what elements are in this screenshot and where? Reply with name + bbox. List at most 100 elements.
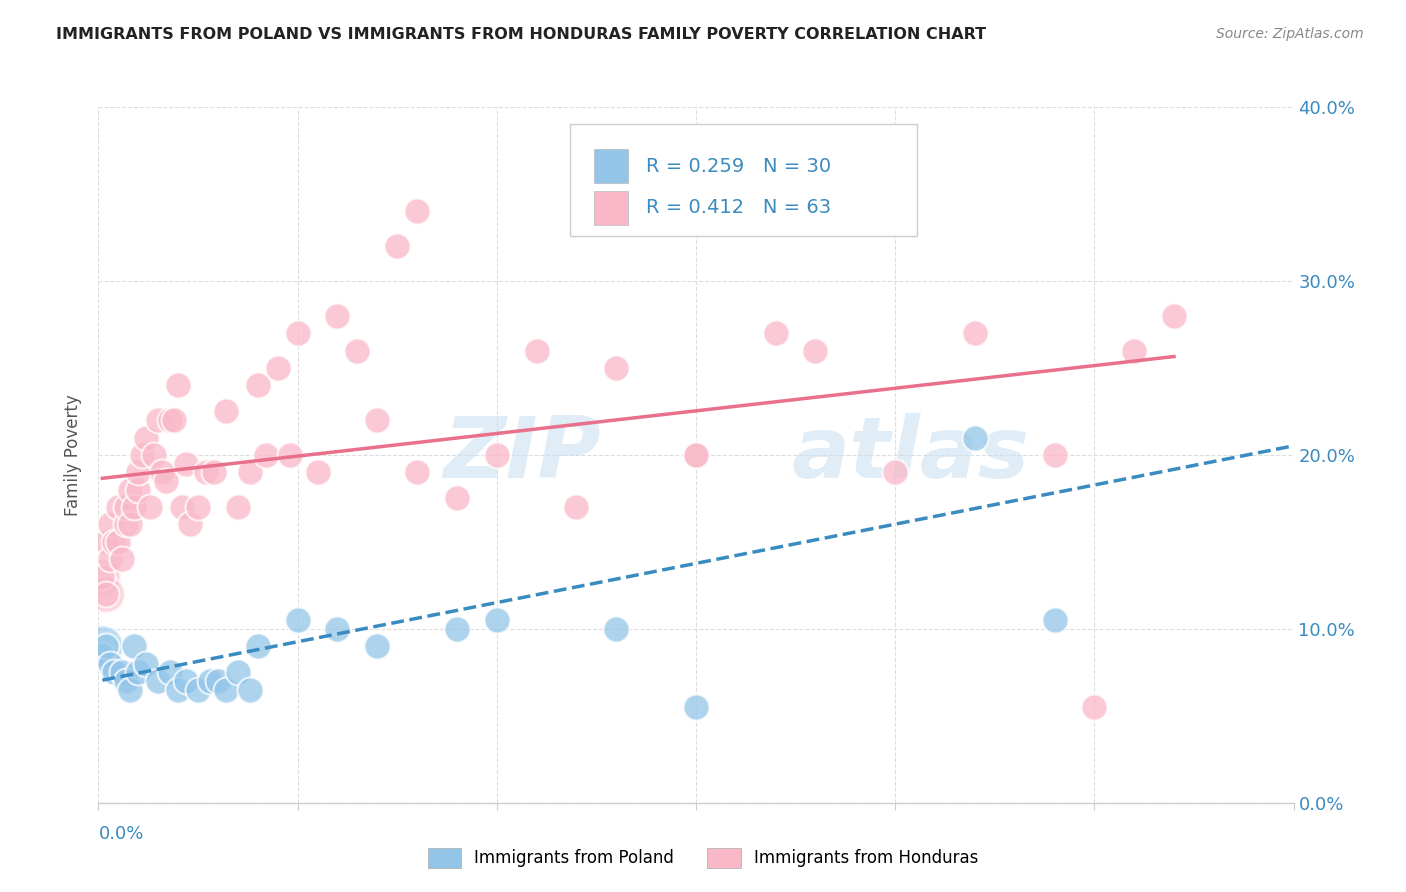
- Point: [605, 169, 627, 184]
- Point: [207, 674, 229, 689]
- Point: [804, 343, 827, 358]
- Text: IMMIGRANTS FROM POLAND VS IMMIGRANTS FROM HONDURAS FAMILY POVERTY CORRELATION CH: IMMIGRANTS FROM POLAND VS IMMIGRANTS FRO…: [56, 27, 987, 42]
- Point: [96, 587, 118, 601]
- Point: [91, 570, 114, 584]
- Point: [124, 500, 146, 514]
- Point: [148, 413, 170, 427]
- Point: [804, 187, 827, 202]
- Point: [120, 517, 142, 532]
- Point: [100, 552, 122, 566]
- Point: [103, 665, 125, 680]
- Point: [167, 682, 190, 697]
- Point: [155, 474, 177, 488]
- Point: [366, 413, 388, 427]
- Point: [107, 534, 129, 549]
- Point: [346, 343, 368, 358]
- Point: [174, 674, 197, 689]
- Text: ZIP: ZIP: [443, 413, 600, 497]
- Point: [107, 500, 129, 514]
- Point: [187, 500, 209, 514]
- Point: [103, 534, 125, 549]
- Point: [115, 500, 138, 514]
- Point: [226, 500, 249, 514]
- Point: [685, 448, 707, 462]
- Point: [148, 674, 170, 689]
- Point: [239, 466, 262, 480]
- Point: [127, 665, 149, 680]
- Point: [172, 500, 194, 514]
- Point: [366, 639, 388, 653]
- Point: [174, 457, 197, 471]
- Point: [127, 483, 149, 497]
- Point: [187, 682, 209, 697]
- Point: [1083, 700, 1105, 714]
- Point: [100, 517, 122, 532]
- Point: [111, 665, 134, 680]
- Point: [254, 448, 277, 462]
- Point: [115, 517, 138, 532]
- Point: [239, 682, 262, 697]
- Point: [143, 448, 166, 462]
- Point: [884, 466, 907, 480]
- Point: [139, 500, 162, 514]
- Point: [226, 665, 249, 680]
- Point: [163, 413, 186, 427]
- Point: [159, 665, 181, 680]
- Point: [135, 657, 157, 671]
- Point: [127, 466, 149, 480]
- Text: 0.0%: 0.0%: [98, 825, 143, 843]
- Point: [120, 682, 142, 697]
- Legend: Immigrants from Poland, Immigrants from Honduras: Immigrants from Poland, Immigrants from …: [420, 841, 986, 875]
- Text: Source: ZipAtlas.com: Source: ZipAtlas.com: [1216, 27, 1364, 41]
- Point: [115, 674, 138, 689]
- Point: [326, 622, 349, 636]
- Point: [111, 552, 134, 566]
- Text: R = 0.259   N = 30: R = 0.259 N = 30: [645, 157, 831, 176]
- Point: [406, 466, 429, 480]
- Point: [526, 343, 548, 358]
- Point: [605, 622, 627, 636]
- Bar: [595, 191, 628, 225]
- Point: [963, 326, 986, 340]
- Point: [96, 534, 118, 549]
- Point: [1043, 448, 1066, 462]
- Point: [685, 448, 707, 462]
- Point: [120, 483, 142, 497]
- Point: [91, 648, 114, 662]
- Point: [131, 448, 153, 462]
- Point: [202, 466, 225, 480]
- Point: [765, 326, 787, 340]
- Point: [91, 570, 114, 584]
- Point: [1123, 343, 1146, 358]
- Point: [96, 639, 118, 653]
- Point: [278, 448, 301, 462]
- Point: [963, 431, 986, 445]
- Y-axis label: Family Poverty: Family Poverty: [65, 394, 83, 516]
- Text: R = 0.412   N = 63: R = 0.412 N = 63: [645, 198, 831, 218]
- Point: [150, 466, 173, 480]
- Point: [246, 378, 269, 392]
- Point: [287, 326, 309, 340]
- Point: [246, 639, 269, 653]
- FancyBboxPatch shape: [571, 124, 917, 235]
- Point: [215, 404, 238, 418]
- Point: [446, 622, 468, 636]
- Point: [215, 682, 238, 697]
- Point: [406, 204, 429, 219]
- Point: [198, 674, 221, 689]
- Point: [267, 360, 290, 375]
- Point: [605, 360, 627, 375]
- Point: [326, 309, 349, 323]
- Point: [124, 639, 146, 653]
- Point: [485, 613, 508, 627]
- Point: [195, 466, 218, 480]
- Point: [307, 466, 329, 480]
- Point: [565, 500, 588, 514]
- Point: [167, 378, 190, 392]
- Point: [446, 491, 468, 506]
- Point: [91, 639, 114, 653]
- Point: [1043, 613, 1066, 627]
- Point: [685, 700, 707, 714]
- Text: atlas: atlas: [792, 413, 1029, 497]
- Point: [1163, 309, 1185, 323]
